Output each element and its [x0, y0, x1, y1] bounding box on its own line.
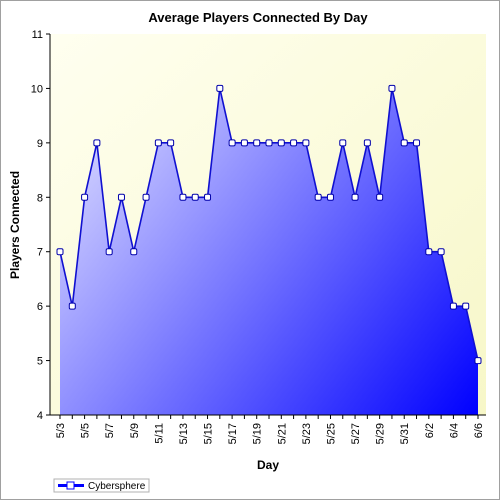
- x-tick-label: 5/13: [178, 423, 190, 444]
- x-tick-label: 5/7: [104, 423, 116, 438]
- data-point-6-4: [449, 302, 457, 310]
- series-area-fill: [60, 88, 478, 415]
- y-axis-ticks: 4 5 6 7 8 9 10 11: [31, 29, 50, 422]
- data-point-6-5: [462, 302, 470, 310]
- data-point-5-8: [117, 193, 125, 201]
- data-point-5-4: [68, 302, 76, 310]
- x-tick-label: 5/21: [276, 423, 288, 444]
- x-tick-label: 5/3: [55, 423, 67, 438]
- data-point-5-14: [191, 193, 199, 201]
- data-point-5-18: [240, 139, 248, 147]
- y-axis-label: Players Connected: [8, 171, 22, 279]
- series-markers: [56, 84, 482, 365]
- y-tick-label: 5: [37, 356, 43, 368]
- x-tick-label: 5/25: [325, 423, 337, 444]
- data-point-5-23: [302, 139, 310, 147]
- data-point-5-3: [56, 248, 64, 256]
- x-tick-label: 5/5: [80, 423, 92, 438]
- data-point-5-22: [290, 139, 298, 147]
- data-point-5-19: [253, 139, 261, 147]
- data-point-5-9: [130, 248, 138, 256]
- data-point-5-6: [93, 139, 101, 147]
- x-tick-label: 5/27: [350, 423, 362, 444]
- data-point-5-12: [167, 139, 175, 147]
- data-point-6-3: [437, 248, 445, 256]
- y-tick-label: 4: [37, 410, 43, 422]
- x-tick-label: 5/17: [227, 423, 239, 444]
- axes: [49, 34, 486, 416]
- y-tick-label: 10: [31, 83, 43, 95]
- y-tick-label: 11: [32, 29, 43, 41]
- data-point-5-28: [363, 139, 371, 147]
- x-tick-label: 6/6: [473, 423, 485, 438]
- y-tick-label: 7: [37, 247, 43, 259]
- legend-entry-cybersphere: Cybersphere: [88, 481, 146, 492]
- data-point-5-31: [400, 139, 408, 147]
- data-point-5-11: [154, 139, 162, 147]
- data-point-5-30: [388, 84, 396, 92]
- x-tick-label: 5/19: [252, 423, 264, 444]
- data-point-5-24: [314, 193, 322, 201]
- legend-swatch-marker: [66, 481, 75, 490]
- x-axis-label: Day: [257, 458, 279, 472]
- data-point-5-7: [105, 248, 113, 256]
- data-point-5-20: [265, 139, 273, 147]
- data-point-5-13: [179, 193, 187, 201]
- x-tick-label: 5/15: [203, 423, 215, 444]
- data-point-5-29: [376, 193, 384, 201]
- data-point-5-10: [142, 193, 150, 201]
- x-tick-label: 5/29: [375, 423, 387, 444]
- x-tick-label: 5/23: [301, 423, 313, 444]
- data-point-6-1: [413, 139, 421, 147]
- y-tick-label: 6: [37, 301, 43, 313]
- x-tick-label: 5/11: [153, 423, 165, 444]
- data-point-5-21: [277, 139, 285, 147]
- data-point-5-25: [326, 193, 334, 201]
- data-point-5-26: [339, 139, 347, 147]
- data-point-5-17: [228, 139, 236, 147]
- x-tick-label: 5/9: [129, 423, 141, 438]
- x-tick-label: 6/2: [424, 423, 436, 438]
- data-point-6-2: [425, 248, 433, 256]
- x-tick-label: 5/31: [399, 423, 411, 444]
- y-tick-label: 8: [37, 192, 43, 204]
- data-point-5-27: [351, 193, 359, 201]
- chart-title: Average Players Connected By Day: [148, 10, 368, 25]
- y-tick-label: 9: [37, 138, 43, 150]
- data-point-5-5: [81, 193, 89, 201]
- x-tick-label: 6/4: [448, 423, 460, 438]
- legend-box: [53, 478, 150, 493]
- x-axis-ticks: 5/3 5/5 5/7 5/9 5/11 5/13 5/15 5/17 5/19 5/21 5/23…: [55, 415, 485, 444]
- data-point-6-6: [474, 357, 482, 365]
- data-point-5-15: [204, 193, 212, 201]
- data-point-5-16: [216, 84, 224, 92]
- legend: Cybersphere: [53, 478, 150, 493]
